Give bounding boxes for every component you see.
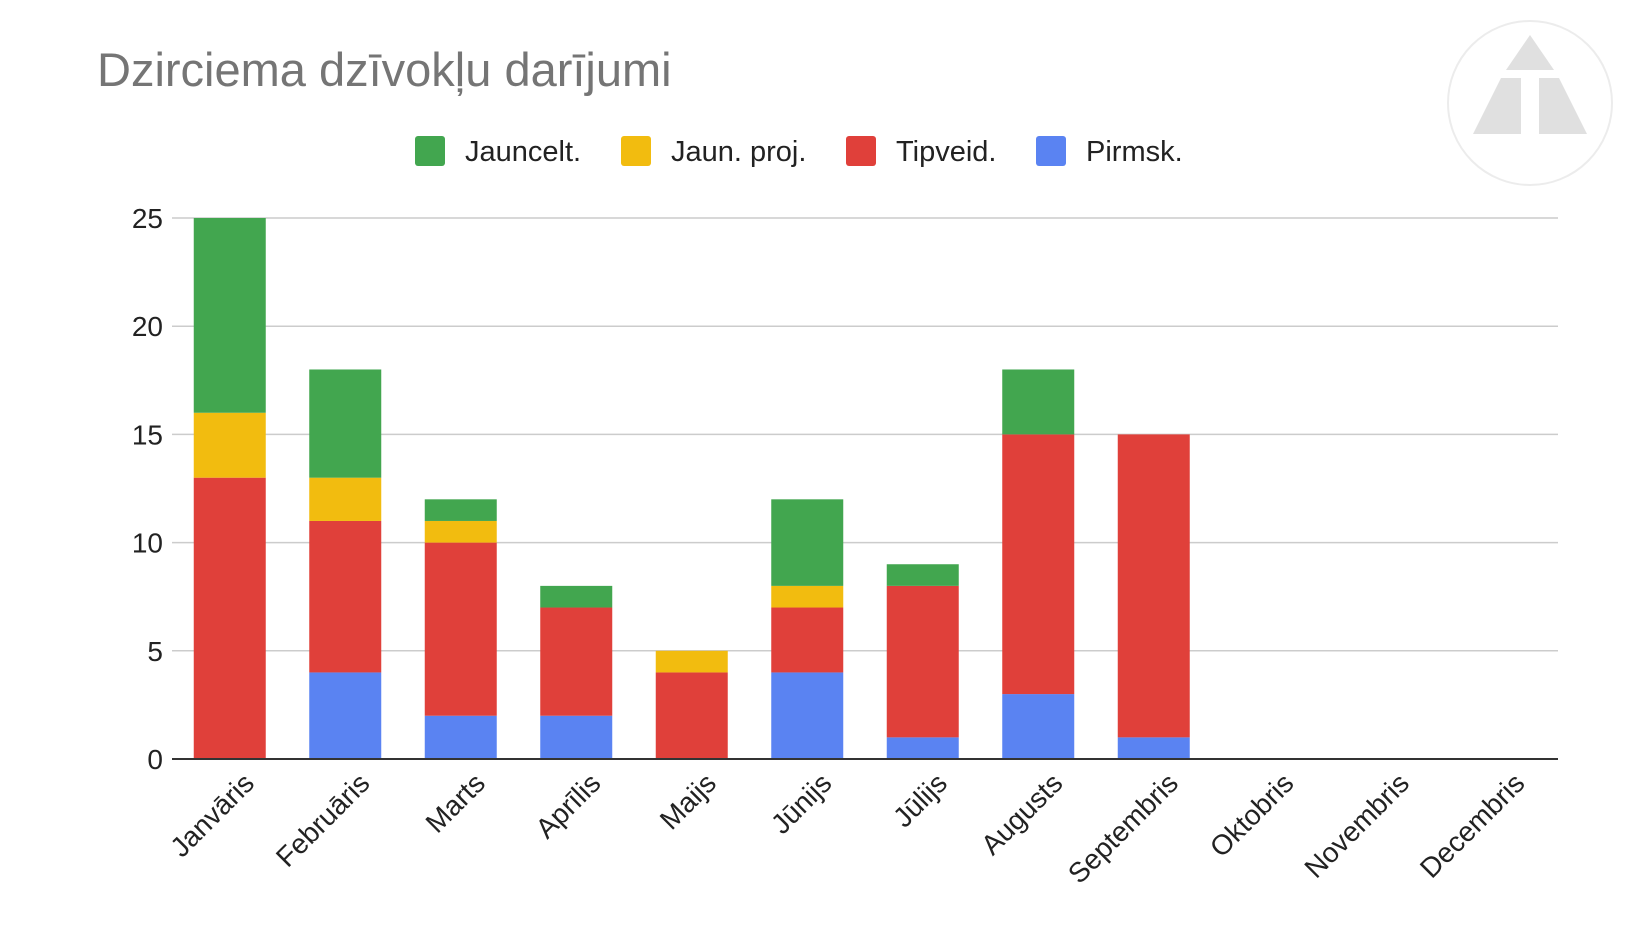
bar-segment[interactable] — [1002, 369, 1075, 435]
bar-segment[interactable] — [540, 585, 613, 608]
bar-segment[interactable] — [771, 672, 844, 759]
x-tick-label: Septembris — [1062, 767, 1184, 889]
x-tick-label: Februāris — [270, 767, 376, 873]
bar-segment[interactable] — [655, 672, 728, 759]
bar-segment[interactable] — [193, 412, 266, 478]
y-tick-label: 0 — [147, 744, 163, 775]
legend-swatch-tipveid — [846, 136, 876, 166]
bar-segment[interactable] — [886, 737, 959, 759]
grid-layer — [172, 217, 1558, 652]
x-tick-label: Augusts — [975, 767, 1068, 860]
x-tick-label: Aprīlis — [530, 767, 607, 844]
y-tick-label: 25 — [132, 203, 163, 234]
y-tick-label: 20 — [132, 311, 163, 342]
bar-segment[interactable] — [771, 499, 844, 586]
bar-segment[interactable] — [655, 650, 728, 673]
bar-segment[interactable] — [193, 477, 266, 759]
triangle-logo-icon — [1447, 20, 1613, 186]
x-tick-label: Jūnijs — [765, 767, 838, 840]
bar-segment[interactable] — [424, 520, 497, 543]
x-tick-label: Jūlijs — [887, 767, 953, 833]
legend-swatch-pirmsk — [1036, 136, 1066, 166]
legend-label-tipveid: Tipveid. — [896, 136, 997, 168]
y-tick-label: 10 — [132, 528, 163, 559]
bar-segment[interactable] — [1002, 694, 1075, 759]
legend-swatch-jauncelt — [415, 136, 445, 166]
bar-segment[interactable] — [309, 477, 382, 521]
x-tick-label: Maijs — [654, 767, 722, 835]
bar-segment[interactable] — [1002, 434, 1075, 695]
bar-segment[interactable] — [424, 542, 497, 716]
legend-label-jaun-proj: Jaun. proj. — [671, 136, 807, 168]
bar-segment[interactable] — [771, 585, 844, 608]
x-tick-label: Oktobris — [1204, 767, 1300, 863]
bar-segment[interactable] — [886, 564, 959, 586]
bar-segment[interactable] — [424, 499, 497, 521]
legend: Jauncelt. Jaun. proj. Tipveid. Pirmsk. — [0, 126, 1625, 176]
bar-segment[interactable] — [193, 218, 266, 413]
x-tick-label: Decembris — [1414, 767, 1531, 884]
bar-layer — [193, 218, 1190, 759]
legend-label-jauncelt: Jauncelt. — [465, 136, 582, 168]
x-tick-label: Novembris — [1298, 767, 1415, 884]
bar-segment[interactable] — [424, 715, 497, 759]
legend-label-pirmsk: Pirmsk. — [1086, 136, 1183, 168]
y-tick-label: 5 — [147, 636, 163, 667]
bar-segment[interactable] — [309, 672, 382, 759]
legend-swatch-jaun-proj — [621, 136, 651, 166]
bar-segment[interactable] — [309, 369, 382, 478]
bar-segment[interactable] — [1117, 737, 1190, 759]
chart-title: Dzirciema dzīvokļu darījumi — [97, 43, 672, 96]
x-tick-label: Janvāris — [164, 767, 260, 863]
bar-segment[interactable] — [540, 607, 613, 716]
bar-segment[interactable] — [540, 715, 613, 759]
bar-segment[interactable] — [309, 520, 382, 673]
bar-segment[interactable] — [1117, 434, 1190, 738]
y-tick-label: 15 — [132, 419, 163, 450]
bar-segment[interactable] — [886, 585, 959, 738]
bar-segment[interactable] — [771, 607, 844, 673]
x-tick-label: Marts — [420, 767, 491, 838]
